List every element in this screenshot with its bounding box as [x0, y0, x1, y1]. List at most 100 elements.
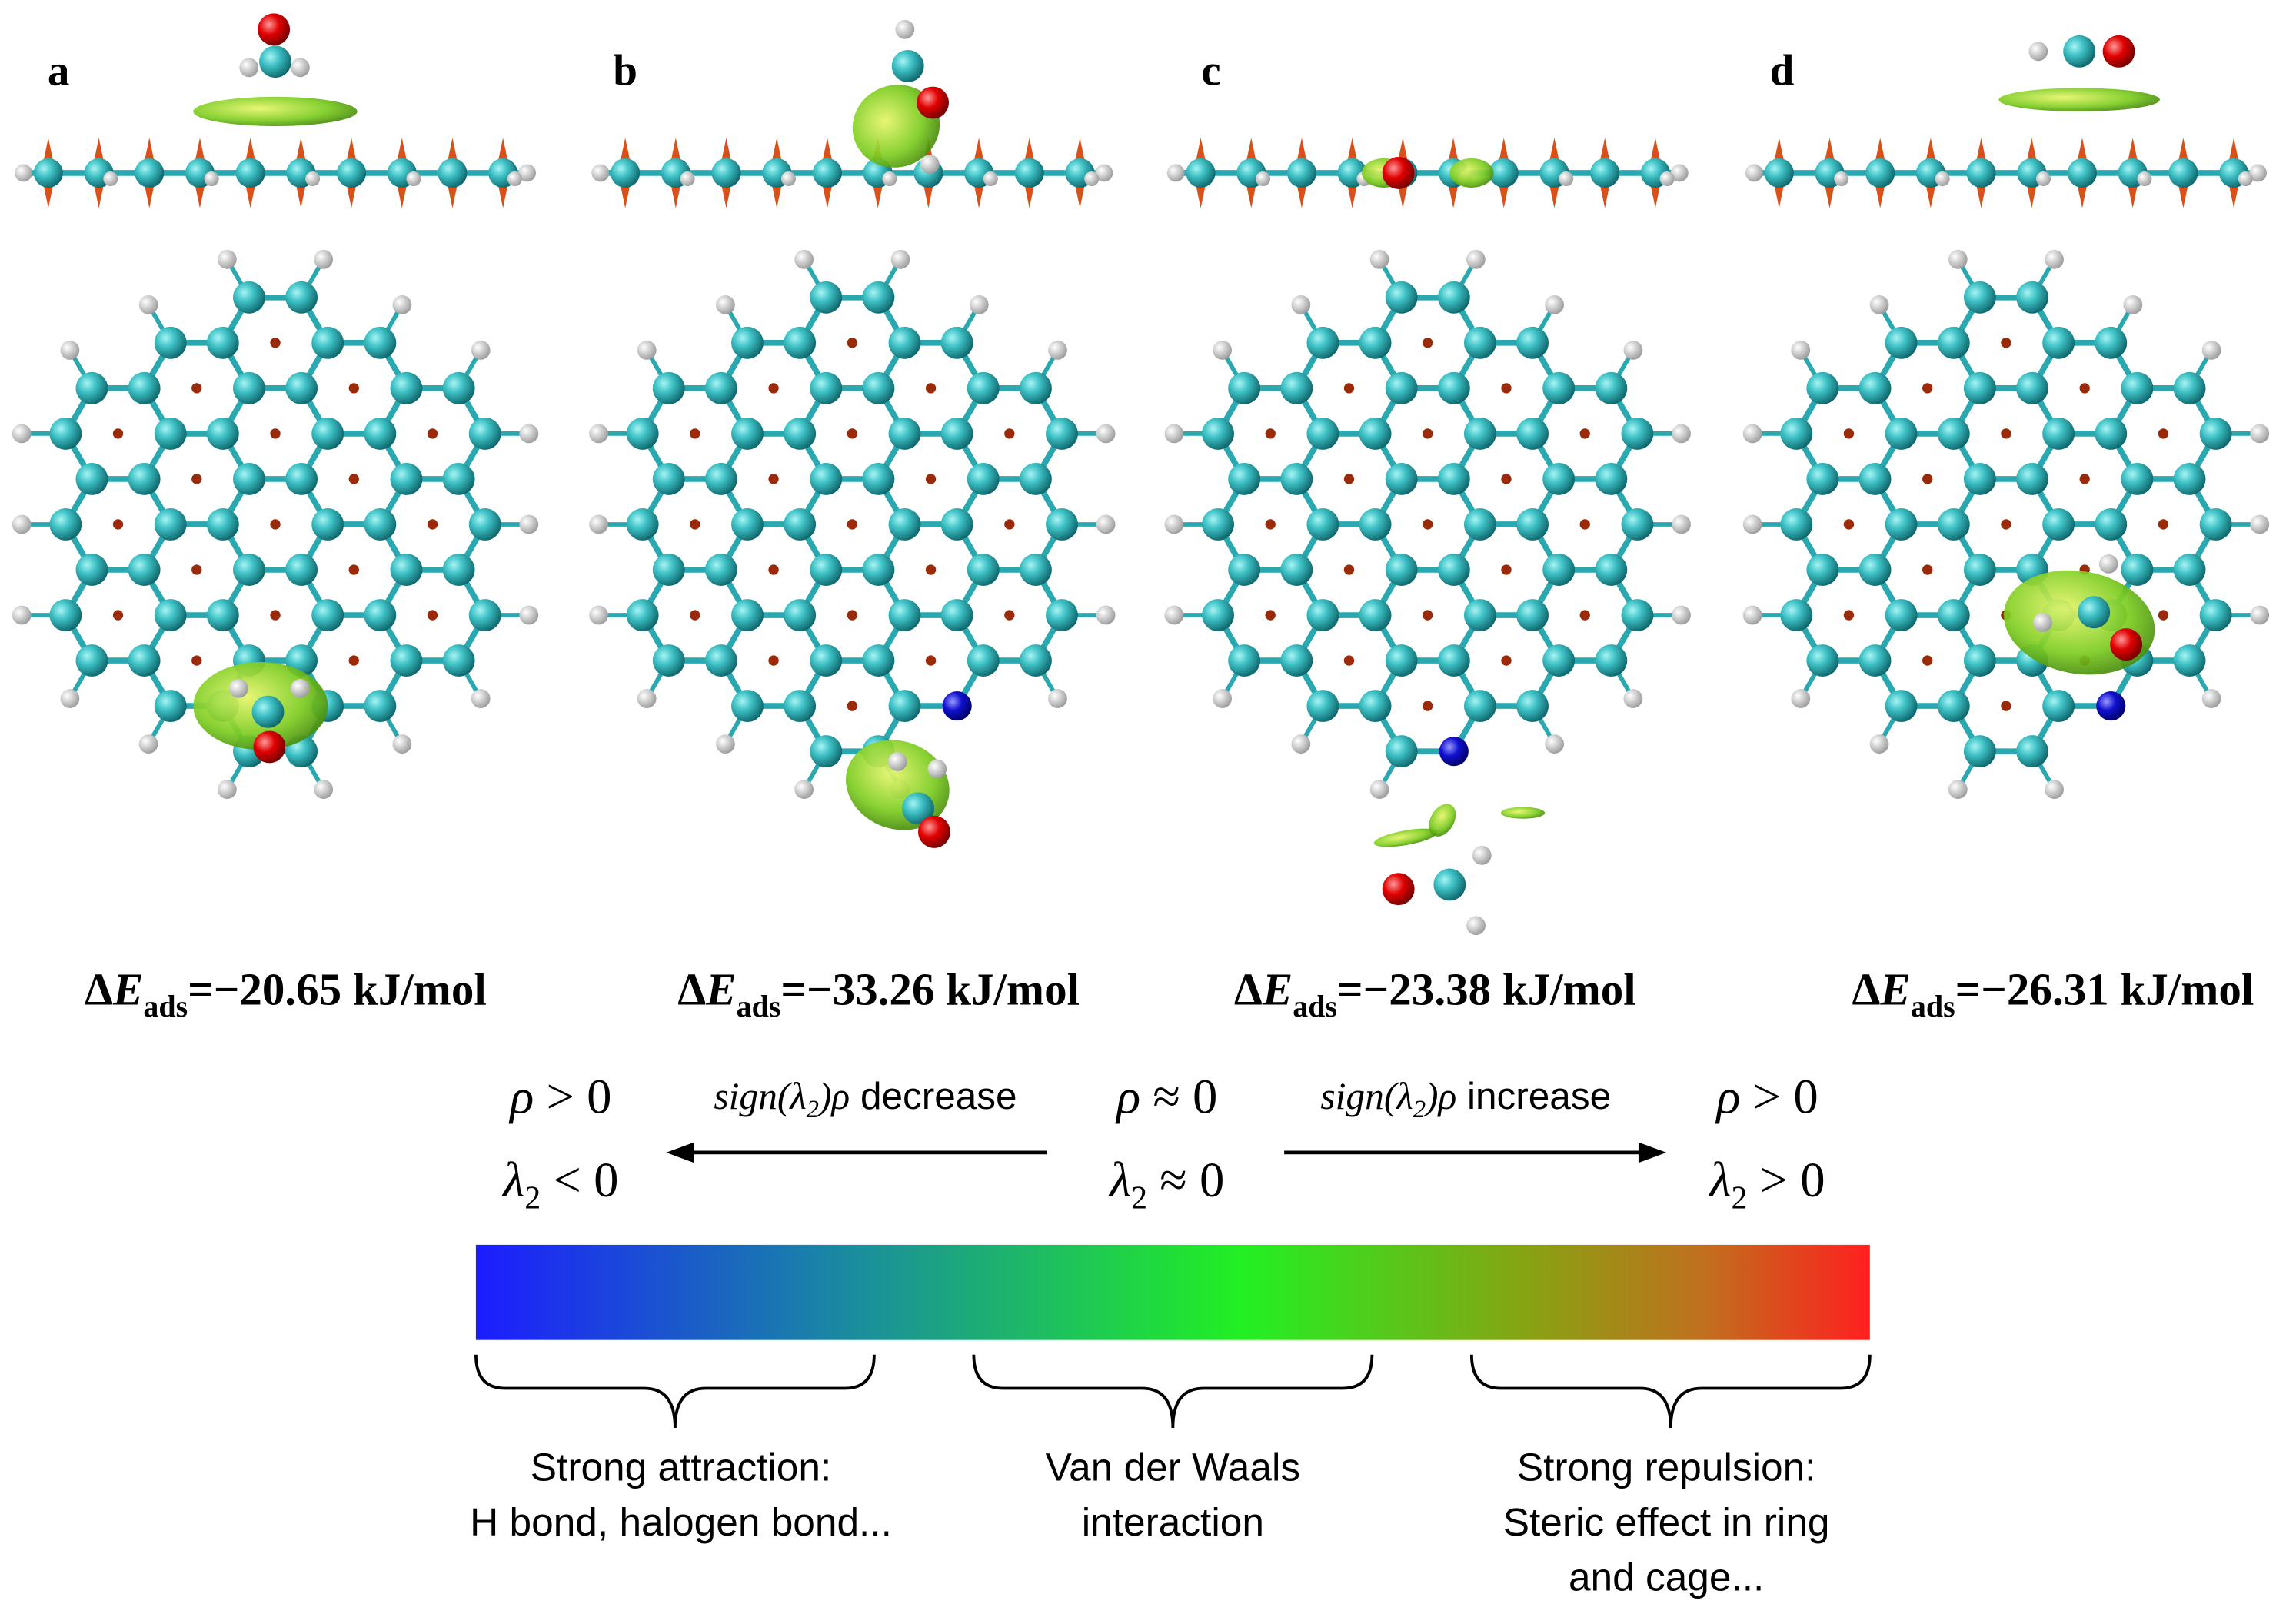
carbon — [888, 690, 921, 723]
carbon — [235, 158, 265, 188]
energy-value: =−26.31 kJ/mol — [1955, 964, 2254, 1015]
ring-critical-point — [191, 564, 202, 575]
carbon — [232, 554, 265, 586]
carbon — [652, 644, 685, 677]
hydrogen — [1670, 164, 1689, 182]
ring-critical-point — [1423, 519, 1433, 530]
ring-critical-point — [690, 610, 700, 621]
hydrogen — [895, 19, 915, 39]
carbon — [704, 554, 737, 586]
carbon — [1019, 644, 1052, 677]
isosurface — [1429, 804, 1456, 837]
carbon — [364, 599, 397, 631]
hydrogen — [2250, 424, 2270, 444]
carbon — [1202, 508, 1235, 541]
carbon — [1306, 417, 1339, 450]
hydrogen — [1559, 171, 1574, 187]
ring-critical-point — [270, 338, 281, 348]
hydrogen — [1545, 734, 1565, 754]
carbon — [810, 644, 843, 677]
carbon — [33, 158, 63, 188]
hydrogen — [1834, 171, 1849, 187]
hydrogen — [519, 514, 539, 534]
hydrogen — [204, 171, 219, 187]
carbon — [626, 599, 659, 631]
ring-critical-point — [768, 564, 779, 575]
carbon — [2095, 326, 2128, 359]
carbon — [2078, 596, 2111, 629]
relation: ≈ 0 — [1147, 1153, 1224, 1208]
ring-critical-point — [1423, 428, 1433, 439]
hydrogen — [716, 295, 735, 314]
hydrogen — [1791, 689, 1811, 708]
hydrogen — [1213, 689, 1232, 708]
hydrogen — [1672, 605, 1691, 625]
carbon — [888, 508, 921, 541]
ring-critical-point — [2158, 519, 2169, 530]
carbon — [1963, 554, 1996, 586]
carbon — [154, 599, 187, 631]
ring-critical-point — [925, 383, 937, 394]
carbon — [128, 371, 161, 404]
carbon — [1228, 371, 1261, 404]
hydrogen — [60, 341, 80, 360]
carbon — [940, 508, 973, 541]
carbon — [468, 508, 501, 541]
carbon — [1385, 371, 1418, 404]
ring-critical-point — [1423, 701, 1433, 711]
carbon — [711, 158, 741, 188]
hydrogen — [15, 164, 32, 182]
carbon — [1542, 371, 1576, 404]
hydrogen — [392, 734, 412, 754]
ring-critical-point — [1004, 610, 1015, 621]
carbon — [154, 326, 187, 359]
carbon — [862, 371, 895, 404]
carbon — [2042, 508, 2075, 541]
panel-label: a — [48, 47, 70, 95]
carbon — [259, 45, 291, 78]
ring-critical-point — [1579, 519, 1590, 530]
carbon — [652, 462, 685, 495]
carbon — [1542, 644, 1576, 677]
ring-critical-point — [925, 474, 937, 484]
carbon — [967, 554, 1000, 586]
carbon — [2016, 371, 2048, 404]
arrow-label: sign(λ2)ρ decrease — [714, 1075, 1017, 1123]
carbon — [1780, 508, 1813, 541]
energy-subscript: ads — [143, 989, 188, 1023]
carbon — [1437, 644, 1470, 677]
carbon — [128, 462, 161, 495]
carbon — [1963, 371, 1996, 404]
ring-critical-point — [427, 428, 438, 439]
energy-symbol: Δ — [677, 964, 706, 1015]
hydrogen — [589, 605, 608, 625]
carbon — [311, 508, 344, 541]
carbon — [364, 417, 397, 450]
carbon — [1437, 462, 1470, 495]
carbon — [611, 158, 641, 188]
hydrogen — [1745, 164, 1763, 182]
carbon — [626, 417, 659, 450]
carbon — [1865, 158, 1895, 188]
direction: decrease — [850, 1075, 1017, 1117]
ring-critical-point — [690, 428, 700, 439]
carbon — [652, 371, 685, 404]
energy-symbol: Δ — [85, 964, 113, 1015]
carbon — [1046, 599, 1078, 631]
carbon — [2067, 158, 2098, 188]
hydrogen — [716, 734, 735, 754]
ring-critical-point — [768, 474, 779, 484]
relation: > 0 — [534, 1070, 611, 1125]
rho-condition: ρ ≈ 0 — [1115, 1070, 1217, 1125]
carbon — [1595, 462, 1628, 495]
carbon — [1806, 462, 1839, 495]
hydrogen — [1164, 605, 1184, 625]
energy-value: =−20.65 kJ/mol — [188, 964, 487, 1015]
carbon — [2199, 417, 2232, 450]
carbon — [438, 158, 468, 188]
hydrogen — [471, 689, 491, 708]
ring-critical-point — [2158, 428, 2169, 439]
ring-critical-point — [1843, 610, 1855, 621]
hydrogen — [217, 249, 237, 269]
